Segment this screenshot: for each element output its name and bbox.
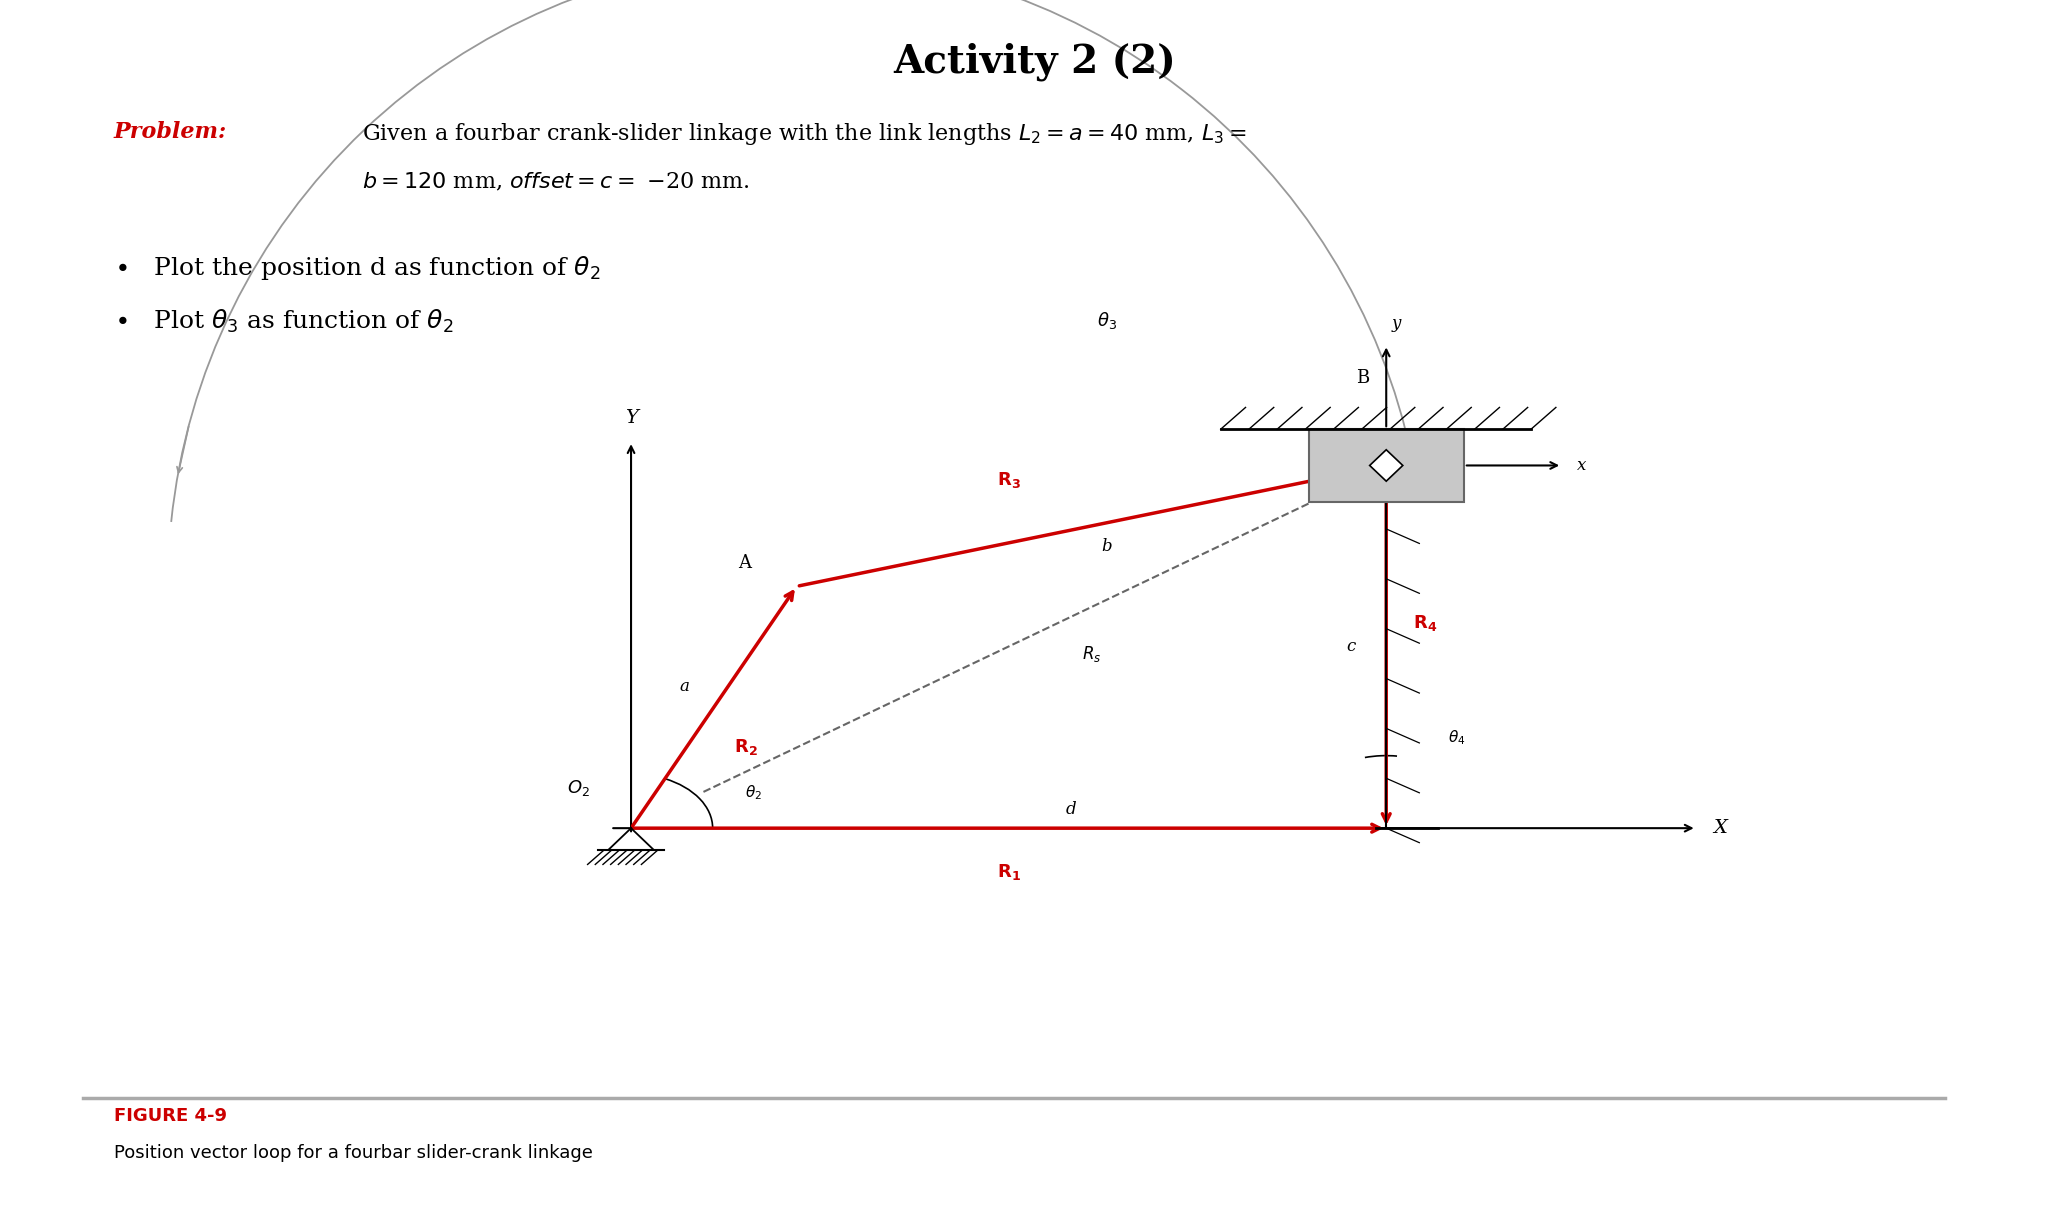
Text: X: X xyxy=(1713,820,1728,837)
Text: $\bullet$   Plot the position d as function of $\theta_2$: $\bullet$ Plot the position d as functio… xyxy=(114,254,600,282)
Text: $\mathbf{R_1}$: $\mathbf{R_1}$ xyxy=(997,862,1020,883)
Text: a: a xyxy=(679,678,689,695)
Text: d: d xyxy=(1066,802,1076,818)
Text: Problem:: Problem: xyxy=(114,121,228,143)
Polygon shape xyxy=(1370,450,1403,481)
Text: Y: Y xyxy=(625,409,637,427)
Text: Given a fourbar crank-slider linkage with the link lengths $L_2 = a = 40$ mm, $L: Given a fourbar crank-slider linkage wit… xyxy=(362,121,1248,147)
Text: $R_s$: $R_s$ xyxy=(1082,643,1101,664)
Text: A: A xyxy=(739,554,751,572)
Bar xyxy=(1310,429,1465,502)
Text: $O_2$: $O_2$ xyxy=(567,777,590,798)
Text: x: x xyxy=(1577,457,1587,474)
Text: b: b xyxy=(1103,538,1113,555)
Text: y: y xyxy=(1392,316,1401,332)
Text: FIGURE 4-9: FIGURE 4-9 xyxy=(114,1107,228,1126)
Text: $\mathbf{R_2}$: $\mathbf{R_2}$ xyxy=(734,737,757,758)
Text: $\mathbf{R_3}$: $\mathbf{R_3}$ xyxy=(997,469,1020,490)
Text: $\theta_4$: $\theta_4$ xyxy=(1448,728,1465,747)
Text: Position vector loop for a fourbar slider-crank linkage: Position vector loop for a fourbar slide… xyxy=(114,1144,592,1162)
Text: $b = 120$ mm, $\mathit{offset} = c =$ $-$20 mm.: $b = 120$ mm, $\mathit{offset} = c =$ $-… xyxy=(362,172,749,193)
Text: $\theta_3$: $\theta_3$ xyxy=(1097,310,1117,331)
Text: $\mathbf{R_4}$: $\mathbf{R_4}$ xyxy=(1413,613,1438,632)
Text: B: B xyxy=(1357,369,1370,387)
Text: $\bullet$   Plot $\theta_3$ as function of $\theta_2$: $\bullet$ Plot $\theta_3$ as function of… xyxy=(114,308,453,335)
Text: Activity 2 (2): Activity 2 (2) xyxy=(894,42,1175,81)
Text: c: c xyxy=(1347,638,1355,655)
Text: $\theta_2$: $\theta_2$ xyxy=(745,783,761,802)
